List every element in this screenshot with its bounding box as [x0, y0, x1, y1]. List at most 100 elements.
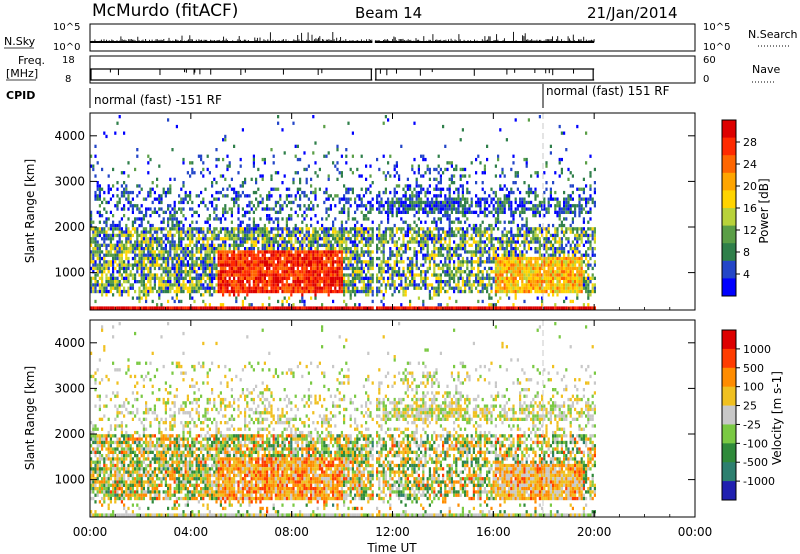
power-cell	[131, 250, 134, 254]
power-cell	[420, 174, 423, 178]
power-cell	[101, 243, 104, 247]
power-cell	[307, 280, 310, 284]
power-cell	[233, 204, 236, 208]
power-cell	[202, 243, 205, 247]
power-cell	[138, 293, 141, 297]
power-cell	[120, 171, 123, 175]
power-cell	[455, 200, 458, 205]
power-cell	[215, 190, 218, 195]
power-cell	[274, 286, 277, 290]
power-cell	[470, 204, 473, 208]
power-cell	[145, 247, 148, 251]
power-cell	[230, 177, 233, 181]
power-cell	[481, 250, 484, 254]
power-cell	[219, 286, 222, 290]
power-cell	[303, 217, 306, 221]
power-cell	[239, 164, 242, 168]
power-cell	[455, 253, 458, 257]
power-cell	[189, 276, 192, 280]
power-cell	[255, 177, 258, 181]
power-cell	[310, 217, 313, 221]
power-cell	[501, 263, 504, 267]
power-cell	[455, 283, 458, 287]
power-cell	[134, 204, 137, 208]
power-cell	[464, 286, 467, 290]
power-cell	[285, 204, 288, 208]
power-cell	[92, 283, 95, 287]
power-cell	[376, 233, 379, 238]
power-cell	[404, 280, 407, 284]
power-cell	[246, 194, 249, 198]
power-cell	[92, 289, 95, 294]
power-cell	[158, 243, 161, 247]
power-cell	[371, 233, 374, 238]
power-cell	[417, 273, 420, 277]
power-cell	[266, 250, 269, 254]
power-cell	[235, 280, 238, 284]
power-cell	[523, 197, 526, 201]
power-cell	[248, 266, 251, 271]
power-cell	[376, 157, 379, 162]
power-cell	[349, 250, 352, 254]
power-cell	[296, 289, 299, 294]
power-cell	[505, 230, 508, 234]
power-cell	[492, 276, 495, 280]
power-cell	[213, 177, 216, 181]
power-cell	[195, 240, 198, 244]
cpid-segment-2: normal (fast) 151 RF	[546, 84, 670, 98]
power-cell	[118, 270, 121, 274]
power-cell	[494, 247, 497, 251]
power-cell	[241, 243, 244, 247]
power-cell	[395, 190, 398, 195]
power-cell	[525, 237, 528, 241]
power-cell	[477, 306, 480, 310]
power-cell	[404, 289, 407, 294]
power-cell	[252, 250, 255, 254]
power-cell	[305, 260, 308, 264]
power-cell	[435, 233, 438, 238]
power-cell	[307, 253, 310, 257]
power-cell	[134, 247, 137, 251]
power-cell	[398, 253, 401, 257]
power-cell	[527, 260, 530, 264]
power-cell	[184, 256, 187, 261]
power-cell	[96, 161, 99, 165]
power-cell	[501, 167, 504, 172]
power-cell	[477, 240, 480, 244]
power-cell	[323, 283, 326, 287]
power-cell	[239, 289, 242, 294]
power-cell	[173, 276, 176, 280]
power-cell	[270, 306, 273, 310]
power-cell	[325, 283, 328, 287]
power-cell	[182, 227, 185, 231]
power-cell	[140, 289, 143, 294]
power-cell	[453, 207, 456, 211]
power-cell	[178, 247, 181, 251]
power-cell	[103, 220, 106, 224]
power-cell	[184, 250, 187, 254]
power-cell	[486, 243, 489, 247]
power-cell	[184, 217, 187, 221]
power-cell	[457, 200, 460, 205]
power-cell	[268, 247, 271, 251]
power-cell	[250, 200, 253, 205]
power-cell	[494, 207, 497, 211]
power-cell	[197, 256, 200, 261]
power-cell	[142, 270, 145, 274]
power-cell	[164, 270, 167, 274]
power-cell	[340, 276, 343, 280]
power-cell	[239, 273, 242, 277]
power-cell	[448, 247, 451, 251]
power-cell	[290, 253, 293, 257]
power-cell	[167, 237, 170, 241]
power-cell	[92, 247, 95, 251]
power-cell	[464, 207, 467, 211]
power-cell	[244, 230, 247, 234]
power-cell	[470, 197, 473, 201]
power-cell	[472, 210, 475, 214]
power-cell	[310, 207, 313, 211]
power-cell	[153, 253, 156, 257]
power-cell	[448, 197, 451, 201]
power-cell	[261, 250, 264, 254]
